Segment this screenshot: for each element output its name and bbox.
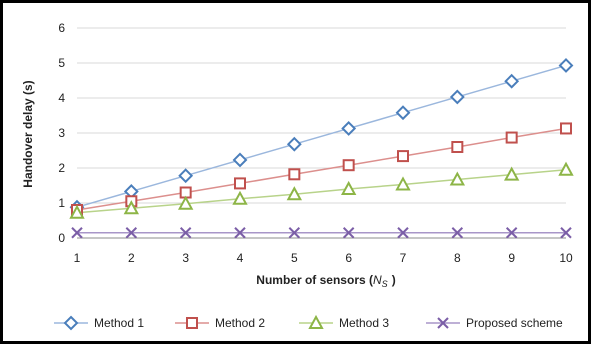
data-point-series-3 <box>558 161 574 176</box>
legend-entry: Method 1 <box>54 315 144 331</box>
series-line-2 <box>76 127 567 211</box>
data-point-series-3 <box>123 200 140 215</box>
series-line-3 <box>76 169 567 214</box>
data-point-series-4 <box>71 227 83 239</box>
series-lines <box>76 64 567 234</box>
data-point-series-4 <box>342 227 355 239</box>
data-point-series-4 <box>560 227 572 239</box>
x-tick-label: 2 <box>128 251 135 265</box>
data-point-series-1 <box>395 105 411 121</box>
data-point-series-4 <box>451 227 464 239</box>
data-point-series-1 <box>286 136 302 152</box>
data-point-series-1 <box>449 89 465 105</box>
data-point-series-2 <box>451 141 464 153</box>
legend: Method 1 Method 2 Method 3 Proposed scheme <box>54 314 563 331</box>
data-point-series-4 <box>234 227 246 239</box>
x-axis-title-suffix: ) <box>392 273 396 287</box>
data-point-series-4 <box>179 227 192 239</box>
data-point-series-3 <box>503 166 520 181</box>
data-point-series-2 <box>505 131 518 144</box>
y-tick-label: 6 <box>58 21 65 35</box>
legend-label: Method 3 <box>339 316 389 330</box>
data-point-series-3 <box>449 171 466 186</box>
y-tick-label: 2 <box>58 161 65 175</box>
legend-marker <box>63 315 79 331</box>
data-point-series-2 <box>234 177 246 190</box>
data-point-series-4 <box>505 227 518 239</box>
data-point-series-3 <box>286 186 303 201</box>
data-point-series-2 <box>288 168 301 181</box>
x-tick-label: 8 <box>454 251 461 265</box>
x-axis-title-text: Number of sensors ( <box>256 273 373 287</box>
data-point-series-3 <box>232 190 248 205</box>
data-point-series-2 <box>397 150 409 163</box>
x-tick-label: 1 <box>74 251 81 265</box>
y-tick-label: 1 <box>58 196 65 210</box>
x-axis-title: Number of sensors (NS) <box>256 273 395 289</box>
legend-marker <box>437 317 449 329</box>
y-tick-label: 0 <box>58 231 65 245</box>
data-point-series-1 <box>232 152 248 168</box>
legend-entry: Proposed scheme <box>426 316 563 330</box>
x-tick-label: 5 <box>291 251 298 265</box>
series-line-1 <box>76 64 567 208</box>
legend-marker <box>186 317 198 329</box>
x-tick-label: 10 <box>559 251 573 265</box>
data-point-series-4 <box>288 227 301 239</box>
legend-marker <box>308 314 324 329</box>
legend-label: Method 1 <box>94 316 144 330</box>
data-point-series-1 <box>558 58 574 73</box>
legend-label: Proposed scheme <box>466 316 563 330</box>
legend-entry: Method 3 <box>299 314 389 330</box>
legend-label: Method 2 <box>215 316 265 330</box>
data-point-series-3 <box>395 176 411 191</box>
y-tick-label: 4 <box>58 91 65 105</box>
data-point-series-4 <box>125 227 138 239</box>
x-tick-label: 4 <box>237 251 244 265</box>
y-axis-title: Handover delay (s) <box>21 80 35 187</box>
data-point-series-1 <box>504 73 520 89</box>
data-point-series-2 <box>342 159 355 172</box>
x-tick-label: 7 <box>400 251 407 265</box>
x-tick-label: 9 <box>508 251 515 265</box>
legend-entry: Method 2 <box>175 316 265 330</box>
x-tick-label: 3 <box>182 251 189 265</box>
data-point-series-1 <box>178 168 194 184</box>
x-tick-label: 6 <box>345 251 352 265</box>
data-point-series-2 <box>560 122 572 135</box>
data-point-series-3 <box>340 180 357 195</box>
x-axis-title-subscript: S <box>382 279 388 289</box>
series-markers <box>69 58 574 239</box>
data-point-series-4 <box>397 227 409 239</box>
x-axis-title-symbol: N <box>373 273 382 287</box>
data-point-series-1 <box>341 121 357 136</box>
gridlines <box>77 27 566 239</box>
y-tick-label: 5 <box>58 56 65 70</box>
data-point-series-3 <box>177 195 194 210</box>
data-point-series-3 <box>69 204 85 219</box>
y-tick-label: 3 <box>58 126 65 140</box>
